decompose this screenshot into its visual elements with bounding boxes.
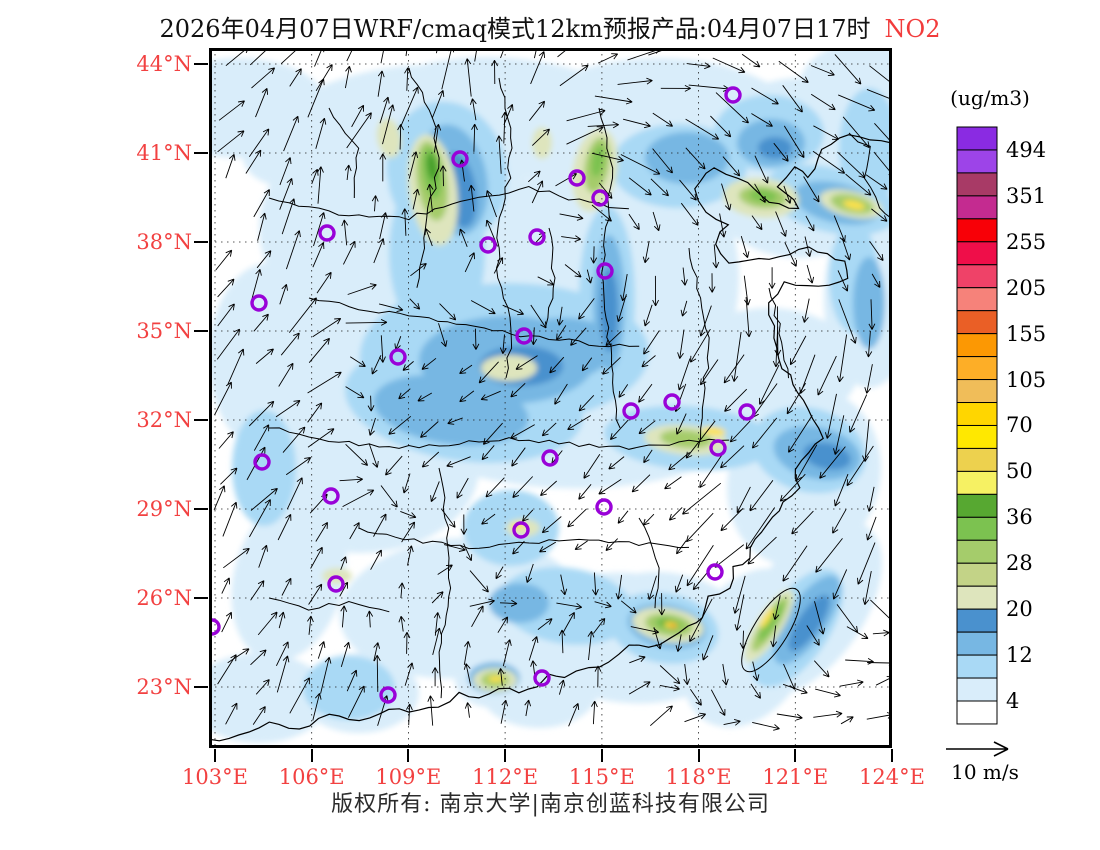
lat-tick-label: 44°N [136, 52, 192, 76]
colorbar-tick-label: 36 [1006, 505, 1033, 530]
lon-tick-label: 103°E [182, 765, 248, 789]
copyright-text: 版权所有: 南京大学|南京创蓝科技有限公司 [331, 792, 770, 817]
lon-tick-mark [891, 749, 893, 762]
lon-tick-mark [794, 749, 797, 762]
lat-tick-label: 23°N [136, 675, 192, 699]
lat-tick-mark [194, 686, 208, 688]
lat-tick-label: 35°N [136, 319, 192, 343]
lat-tick-mark [194, 419, 208, 421]
lat-tick-mark [194, 330, 208, 332]
lon-tick-label: 118°E [665, 765, 732, 789]
lon-tick-mark [310, 749, 313, 762]
lat-tick-label: 38°N [136, 230, 192, 254]
colorbar-tick-label: 12 [1006, 643, 1033, 668]
wind-legend-arrow-icon [946, 741, 1009, 757]
lon-tick-mark [697, 749, 700, 762]
lon-tick-label: 121°E [762, 765, 829, 789]
lon-tick-label: 115°E [568, 765, 635, 789]
colorbar-tick-label: 28 [1006, 551, 1033, 576]
lat-tick-label: 41°N [136, 141, 192, 165]
title-main: 2026年04月07日WRF/cmaq模式12km预报产品:04月07日17时 [159, 15, 871, 43]
colorbar-tick-label: 105 [1006, 367, 1047, 392]
lon-tick-label: 106°E [278, 765, 345, 789]
wind-legend-label: 10 m/s [951, 760, 1019, 784]
colorbar-tick-label: 155 [1006, 321, 1047, 346]
lat-tick-mark [194, 597, 208, 599]
lat-tick-label: 32°N [136, 408, 192, 432]
lon-tick-label: 112°E [472, 765, 539, 789]
colorbar [956, 126, 998, 725]
coastline-and-borders [209, 67, 892, 742]
lon-tick-mark [214, 749, 216, 762]
colorbar-tick-label: 205 [1006, 275, 1047, 300]
lat-tick-mark [194, 508, 208, 510]
lon-tick-label: 109°E [375, 765, 442, 789]
title-species: NO2 [884, 15, 941, 43]
colorbar-unit-label: (ug/m3) [950, 86, 1030, 110]
colorbar-tick-label: 255 [1006, 229, 1047, 254]
graticule [209, 48, 892, 748]
colorbar-tick-label: 50 [1006, 459, 1033, 484]
forecast-map [209, 48, 892, 748]
lon-tick-mark [504, 749, 507, 762]
lon-tick-mark [600, 749, 603, 762]
lat-tick-label: 29°N [136, 497, 192, 521]
lat-tick-mark [194, 241, 208, 243]
colorbar-tick-label: 494 [1006, 137, 1047, 162]
lon-tick-mark [407, 749, 410, 762]
lat-tick-mark [194, 63, 208, 65]
colorbar-tick-label: 351 [1006, 183, 1047, 208]
colorbar-tick-label: 4 [1006, 689, 1020, 713]
page-title: 2026年04月07日WRF/cmaq模式12km预报产品:04月07日17时 N… [0, 9, 1100, 44]
lon-tick-label: 124°E [859, 765, 925, 789]
lat-tick-mark [194, 152, 208, 154]
colorbar-tick-label: 70 [1006, 413, 1033, 438]
colorbar-tick-label: 20 [1006, 597, 1033, 622]
lat-tick-label: 26°N [136, 586, 192, 610]
